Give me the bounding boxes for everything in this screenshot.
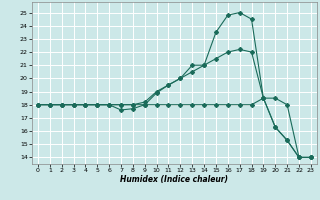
X-axis label: Humidex (Indice chaleur): Humidex (Indice chaleur): [120, 175, 228, 184]
